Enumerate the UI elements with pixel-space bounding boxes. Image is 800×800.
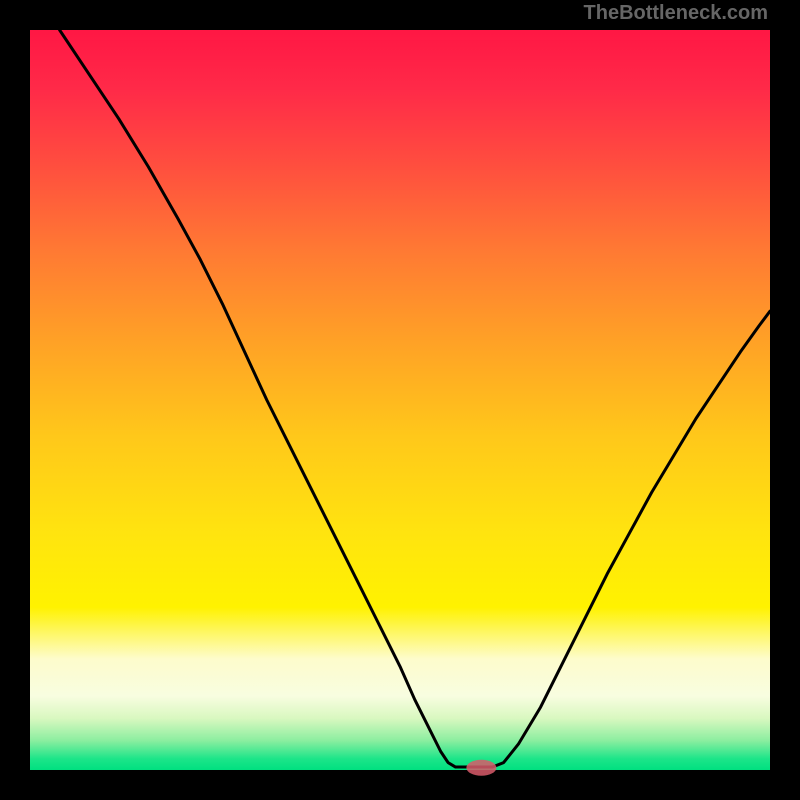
optimal-point-marker [466,760,496,776]
chart-container: TheBottleneck.com [0,0,800,800]
plot-gradient-background [30,30,770,770]
bottleneck-chart [0,0,800,800]
watermark-text: TheBottleneck.com [584,2,768,25]
